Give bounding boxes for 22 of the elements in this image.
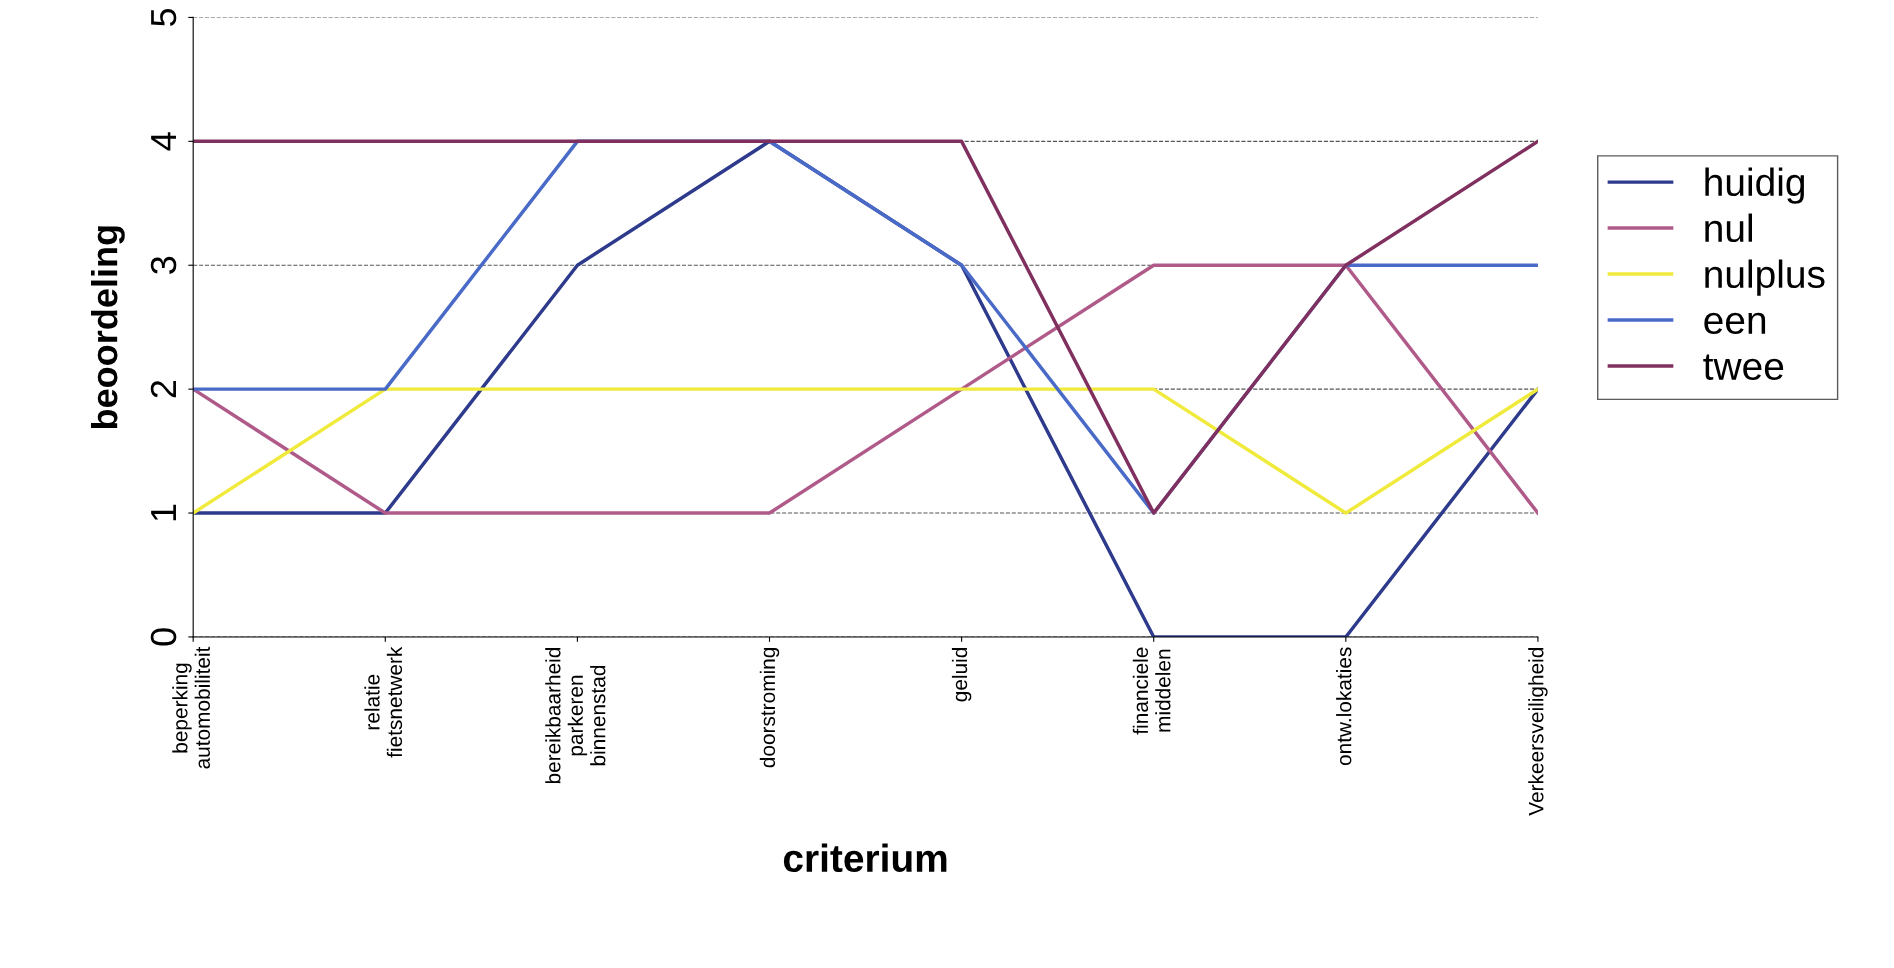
- x-tick-label: beperking automobiliteit: [172, 646, 210, 769]
- y-axis-title: beoordeling: [90, 226, 125, 429]
- x-tick-label: bereikbaarheid parkeren binnenstad: [545, 648, 606, 784]
- x-tick-label: financiele middelen: [1132, 647, 1171, 735]
- x-tick-label: doorstroming: [759, 648, 780, 768]
- x-axis-title: criterium: [783, 843, 947, 873]
- y-tick-label: 3: [150, 256, 177, 274]
- y-tick-label: 2: [150, 380, 176, 398]
- x-tick-label: geluid: [951, 648, 972, 702]
- x-tick-label: Verkeersveiligheid: [1528, 648, 1548, 816]
- x-tick-label: relatie fietsnetwerk: [364, 646, 403, 758]
- legend-label: een: [1704, 312, 1766, 335]
- y-tick-label: 0: [150, 628, 177, 646]
- x-tick-label: ontw.lokaties: [1336, 647, 1352, 766]
- y-tick-label: 4: [151, 132, 176, 151]
- legend-label: nulplus: [1705, 259, 1825, 296]
- legend-label: nul: [1705, 213, 1753, 243]
- y-tick-label: 1: [151, 504, 176, 521]
- y-tick-label: 5: [151, 8, 177, 27]
- legend-label: twee: [1703, 354, 1784, 381]
- legend-label: huidig: [1705, 167, 1804, 204]
- line-series: [193, 139, 1538, 515]
